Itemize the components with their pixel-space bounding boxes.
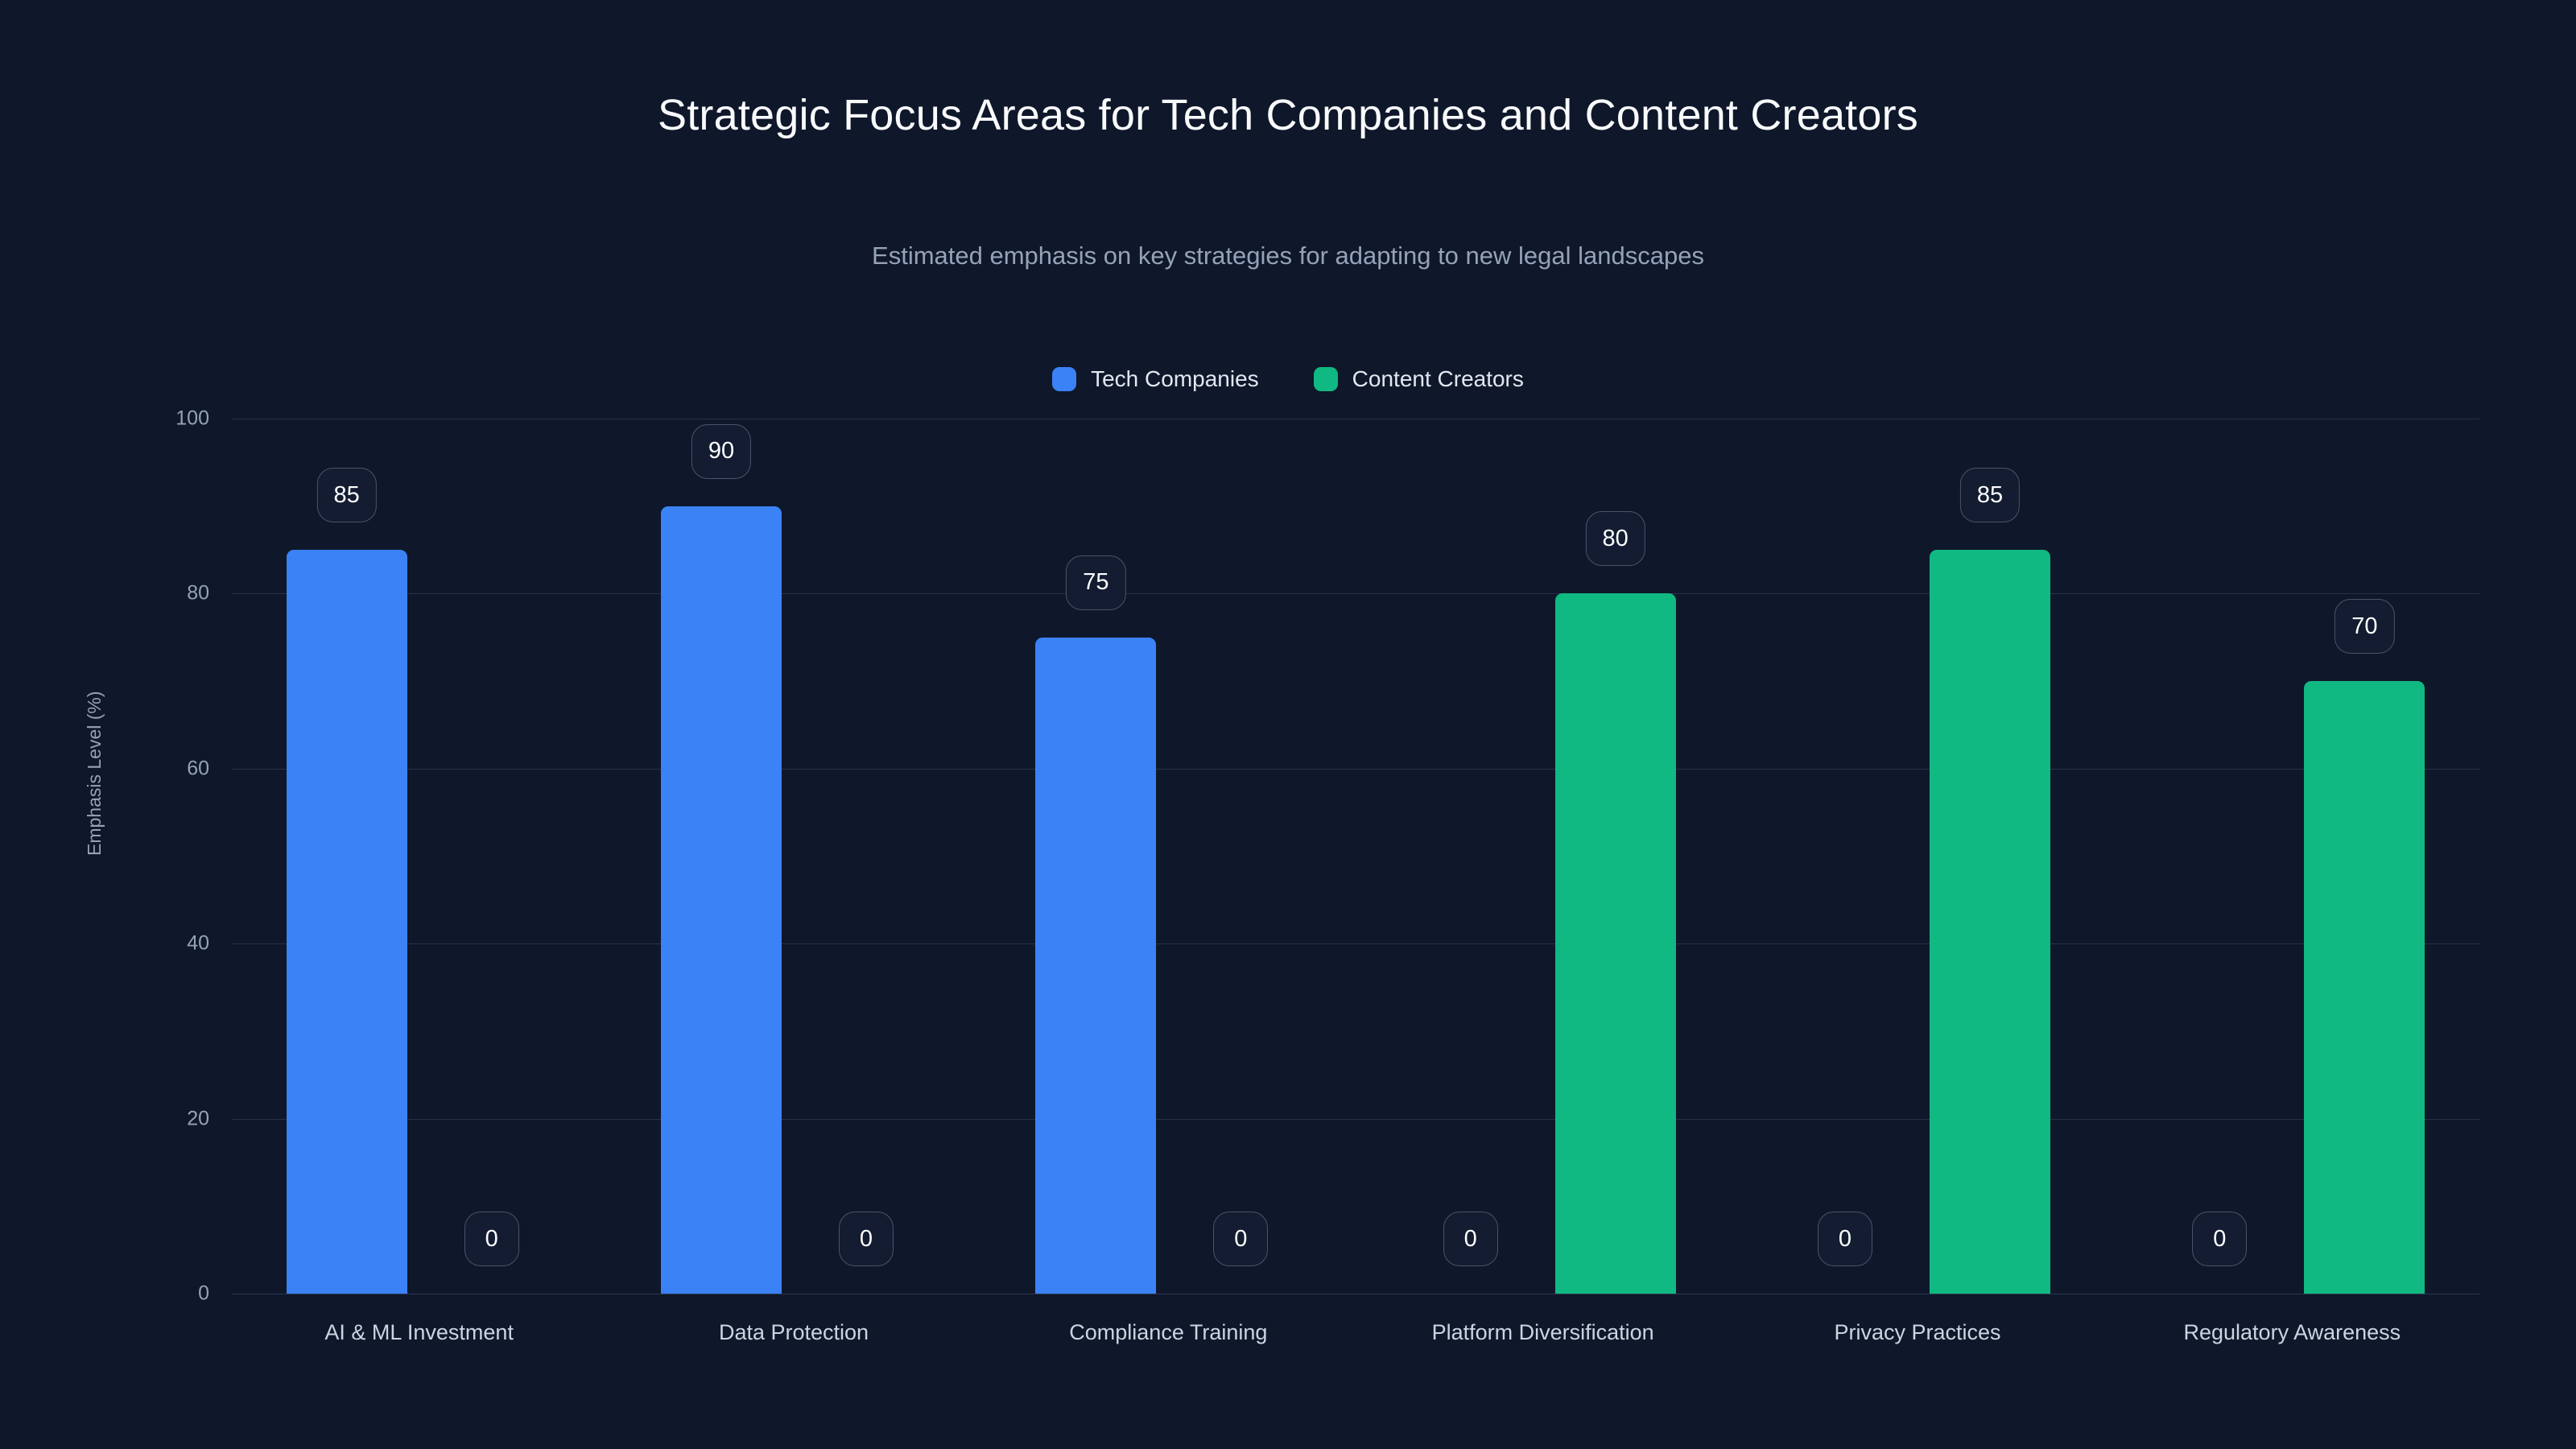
value-badge: 80 — [1585, 511, 1645, 567]
y-axis-tick-label: 60 — [187, 757, 209, 780]
y-axis-tick-label: 80 — [187, 581, 209, 605]
gridline-60 — [232, 768, 2479, 770]
legend-item-1[interactable]: Tech Companies — [1052, 366, 1259, 392]
chart-legend: Tech Companies Content Creators — [0, 366, 2576, 392]
x-axis-category-label: Compliance Training — [1069, 1320, 1268, 1344]
chart-subtitle: Estimated emphasis on key strategies for… — [872, 242, 1704, 270]
value-badge: 0 — [464, 1212, 519, 1266]
x-axis-category-label: Platform Diversification — [1431, 1320, 1654, 1344]
value-badge: 0 — [2192, 1212, 2248, 1266]
x-axis-category-label: Regulatory Awareness — [2183, 1320, 2401, 1344]
y-axis-tick-label: 20 — [187, 1107, 209, 1130]
y-axis-tick-label: 40 — [187, 931, 209, 955]
value-badge: 70 — [2334, 599, 2395, 654]
x-axis-category-label: AI & ML Investment — [324, 1320, 514, 1344]
value-badge: 85 — [1959, 468, 2021, 523]
legend-square-swatch — [1052, 367, 1077, 391]
chart-title: Strategic Focus Areas for Tech Companies… — [658, 91, 1918, 139]
value-badge: 75 — [1066, 555, 1126, 610]
y-axis-tick-label: 100 — [175, 407, 209, 430]
value-badge: 90 — [691, 423, 752, 479]
legend-item-2[interactable]: Content Creators — [1313, 366, 1524, 392]
value-badge: 85 — [316, 468, 377, 523]
gridline-80 — [232, 593, 2479, 595]
legend-item-label: Tech Companies — [1091, 366, 1259, 391]
x-axis-category-label: Privacy Practices — [1834, 1320, 2001, 1344]
bar-tech-companies[interactable] — [286, 550, 407, 1294]
legend-square-swatch — [1313, 367, 1338, 391]
bar-content-creators[interactable] — [2304, 681, 2425, 1294]
gridline-20 — [232, 1118, 2479, 1120]
bar-content-creators[interactable] — [1930, 550, 2050, 1294]
gridline-40 — [232, 943, 2479, 945]
value-badge: 0 — [1818, 1212, 1872, 1266]
bar-tech-companies[interactable] — [661, 506, 782, 1294]
y-axis-tick-label: 0 — [198, 1282, 209, 1305]
legend-item-label: Content Creators — [1352, 366, 1524, 391]
value-badge: 0 — [839, 1212, 894, 1266]
x-axis-category-label: Data Protection — [718, 1320, 869, 1344]
value-badge: 0 — [1213, 1212, 1269, 1266]
value-badge: 0 — [1443, 1212, 1498, 1266]
plot-area — [232, 419, 2479, 1294]
bar-tech-companies[interactable] — [1035, 637, 1157, 1294]
bar-content-creators[interactable] — [1554, 593, 1676, 1294]
